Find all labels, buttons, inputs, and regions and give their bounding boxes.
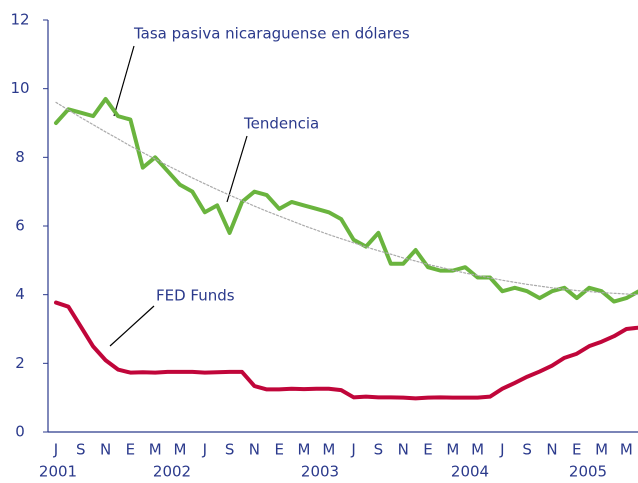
x-tick-label: M [446, 441, 459, 459]
y-tick-label: 4 [15, 285, 25, 303]
x-tick-label: S [374, 441, 384, 459]
year-label: 2004 [451, 463, 489, 481]
annotation-pointer [226, 135, 248, 203]
x-tick-label: S [76, 441, 86, 459]
x-tick-label: N [249, 441, 260, 459]
x-tick-label: M [298, 441, 311, 459]
y-tick-label: 6 [15, 217, 25, 235]
x-tick-label: E [572, 441, 581, 459]
x-tick-label: S [225, 441, 235, 459]
series-line [54, 96, 638, 304]
x-tick-label: E [274, 441, 283, 459]
series-line [55, 101, 638, 296]
annotation: Tendencia [243, 115, 319, 133]
annotation-pointer [113, 45, 135, 117]
x-tick-label: N [398, 441, 409, 459]
x-tick-label: M [149, 441, 162, 459]
y-tick-label: 12 [10, 11, 29, 29]
annotation: FED Funds [156, 287, 235, 305]
x-tick-label: M [174, 441, 187, 459]
y-tick-label: 10 [10, 79, 29, 97]
x-tick-label: M [595, 441, 608, 459]
y-tick-label: 8 [15, 148, 25, 166]
series-line [54, 300, 638, 401]
year-label: 2002 [153, 463, 191, 481]
x-tick-label: M [471, 441, 484, 459]
y-tick-label: 2 [15, 354, 25, 372]
x-tick-label: S [522, 441, 532, 459]
x-tick-label: E [126, 441, 135, 459]
annotation-pointer [109, 305, 155, 347]
y-tick-label: 0 [15, 423, 25, 441]
year-label: 2001 [39, 463, 77, 481]
x-tick-label: N [100, 441, 111, 459]
x-tick-label: J [350, 441, 355, 459]
x-tick-label: E [423, 441, 432, 459]
x-tick-label: M [620, 441, 633, 459]
annotation: Tasa pasiva nicaraguense en dólares [133, 25, 410, 43]
x-tick-label: M [322, 441, 335, 459]
x-tick-label: J [202, 441, 207, 459]
x-tick-label: J [53, 441, 58, 459]
x-tick-label: N [546, 441, 557, 459]
x-tick-label: J [499, 441, 504, 459]
year-label: 2003 [301, 463, 339, 481]
year-label: 2005 [569, 463, 607, 481]
